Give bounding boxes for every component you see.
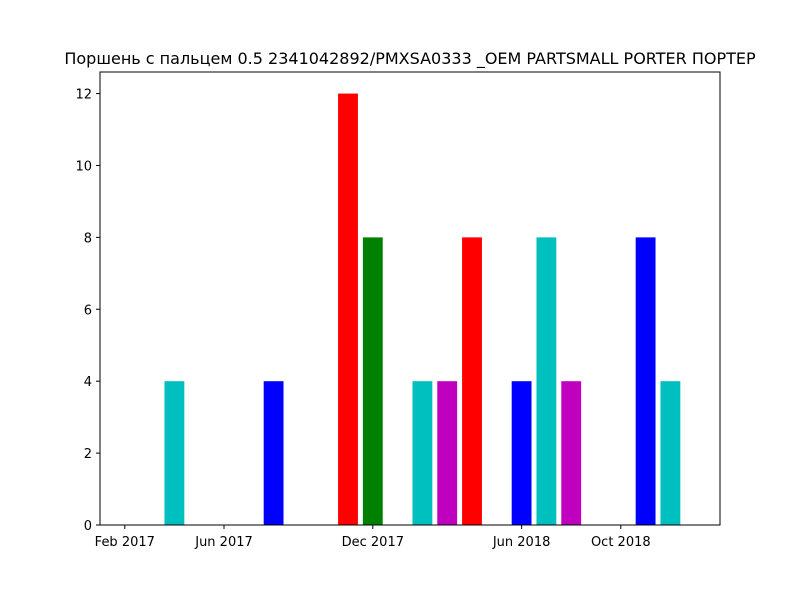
x-tick-label-2017-02: Feb 2017 bbox=[95, 535, 155, 550]
bar-2018-12 bbox=[660, 381, 681, 525]
y-axis: 0 2 4 6 8 10 12 bbox=[75, 88, 100, 534]
y-tick-label-0: 0 bbox=[84, 519, 92, 534]
bar-2018-11 bbox=[635, 237, 656, 525]
bar-2017-04 bbox=[164, 381, 185, 525]
bar-2018-02 bbox=[412, 381, 433, 525]
x-tick-label-2018-10: Oct 2018 bbox=[591, 535, 651, 550]
bar-2018-04 bbox=[462, 237, 482, 525]
bar-2018-03 bbox=[437, 381, 458, 525]
bar-2018-07 bbox=[536, 237, 557, 525]
x-tick-label-2018-06: Jun 2018 bbox=[492, 535, 551, 550]
y-tick-label-10: 10 bbox=[75, 159, 92, 174]
y-tick-label-6: 6 bbox=[84, 303, 92, 318]
plot-frame bbox=[99, 71, 721, 526]
y-tick-label-2: 2 bbox=[84, 447, 92, 462]
y-tick-label-12: 12 bbox=[75, 88, 92, 103]
chart-title: Поршень с пальцем 0.5 2341042892/PMXSA03… bbox=[64, 49, 756, 69]
x-axis: Feb 2017 Jun 2017 Dec 2017 Jun 2018 Oct 2018 bbox=[95, 525, 651, 550]
bar-2017-08 bbox=[263, 381, 284, 525]
y-tick-label-4: 4 bbox=[84, 375, 92, 390]
bar-2018-08 bbox=[561, 381, 582, 525]
y-tick-label-8: 8 bbox=[84, 231, 92, 246]
bar-2018-06 bbox=[511, 381, 532, 525]
bar-2017-11 bbox=[338, 93, 358, 525]
x-tick-label-2017-06: Jun 2017 bbox=[194, 535, 253, 550]
bars-group bbox=[164, 93, 681, 525]
x-tick-label-2017-12: Dec 2017 bbox=[342, 535, 404, 550]
bar-2017-12 bbox=[362, 237, 383, 525]
